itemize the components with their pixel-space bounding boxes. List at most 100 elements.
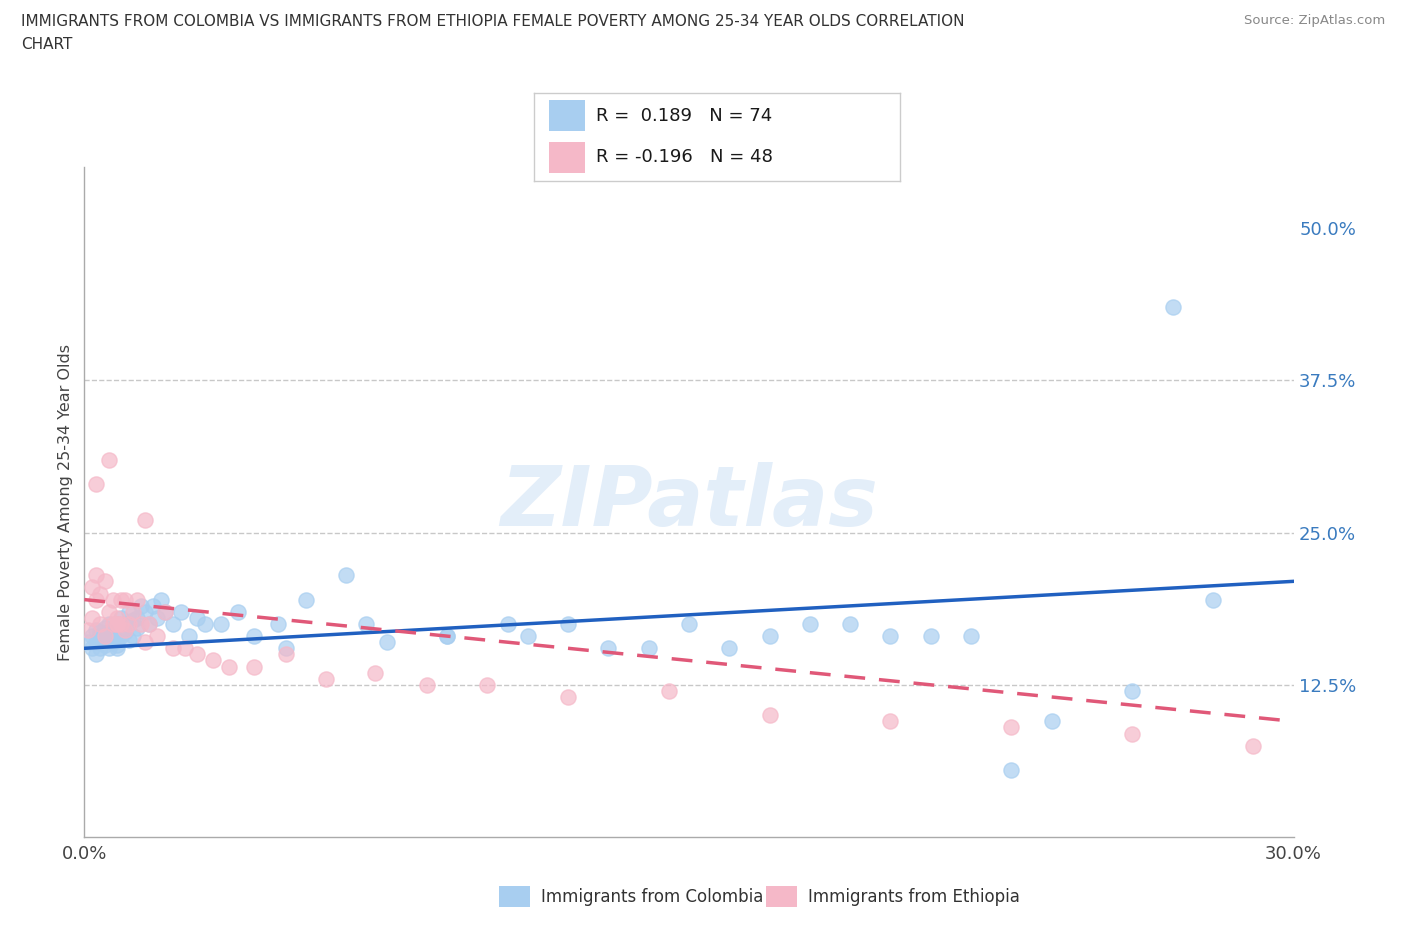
Point <box>97 625 120 640</box>
Point <box>496 617 519 631</box>
Point <box>101 629 124 644</box>
Point <box>186 610 208 625</box>
Point <box>242 629 264 644</box>
Point <box>77 635 100 650</box>
Point <box>105 617 128 631</box>
Point <box>146 629 169 644</box>
Point <box>1121 684 1143 698</box>
Point <box>557 617 579 631</box>
Point <box>86 622 108 637</box>
Point <box>1000 720 1022 735</box>
Y-axis label: Female Poverty Among 25-34 Year Olds: Female Poverty Among 25-34 Year Olds <box>58 344 73 660</box>
Point <box>110 610 132 625</box>
Point <box>839 617 862 631</box>
Point <box>105 641 128 656</box>
Point <box>516 629 538 644</box>
Point <box>101 592 124 607</box>
Point <box>101 635 124 650</box>
Text: CHART: CHART <box>21 37 73 52</box>
Point <box>89 641 111 656</box>
Point <box>97 452 120 467</box>
Point <box>226 604 249 619</box>
Point <box>101 617 124 631</box>
Point <box>118 632 141 647</box>
Point <box>89 629 111 644</box>
Point <box>209 617 232 631</box>
Text: Source: ZipAtlas.com: Source: ZipAtlas.com <box>1244 14 1385 27</box>
Point <box>77 622 100 637</box>
Point <box>89 586 111 601</box>
Point <box>125 610 148 625</box>
Point <box>97 604 120 619</box>
Point <box>142 598 165 613</box>
Point <box>920 629 942 644</box>
Point <box>129 617 152 631</box>
Point <box>138 617 160 631</box>
Point <box>114 617 136 631</box>
Point <box>125 620 148 635</box>
Point <box>86 476 108 491</box>
Point <box>149 592 172 607</box>
Point <box>82 641 104 656</box>
Point <box>101 622 124 637</box>
Point <box>138 617 160 631</box>
Point <box>315 671 337 686</box>
Point <box>274 647 297 662</box>
Text: R = -0.196   N = 48: R = -0.196 N = 48 <box>596 149 773 166</box>
Bar <box>548 141 585 173</box>
Point <box>105 637 128 652</box>
Point <box>114 622 136 637</box>
Text: Immigrants from Colombia: Immigrants from Colombia <box>541 887 763 906</box>
Point <box>105 617 128 631</box>
Text: ZIPatlas: ZIPatlas <box>501 461 877 543</box>
Point <box>134 635 156 650</box>
Point <box>436 629 458 644</box>
Point <box>658 684 681 698</box>
Point <box>86 635 108 650</box>
Text: IMMIGRANTS FROM COLOMBIA VS IMMIGRANTS FROM ETHIOPIA FEMALE POVERTY AMONG 25-34 : IMMIGRANTS FROM COLOMBIA VS IMMIGRANTS F… <box>21 14 965 29</box>
Point <box>758 629 780 644</box>
Point <box>637 641 659 656</box>
Point <box>146 610 169 625</box>
Point <box>1121 726 1143 741</box>
Point <box>105 617 128 631</box>
Point <box>557 689 579 704</box>
Point <box>93 632 115 647</box>
Point <box>153 604 176 619</box>
Point <box>202 653 225 668</box>
Point <box>82 629 104 644</box>
Point <box>960 629 983 644</box>
Point <box>218 659 240 674</box>
Point <box>162 617 184 631</box>
Point <box>1161 300 1184 315</box>
Point <box>93 629 115 644</box>
Point <box>82 610 104 625</box>
Point <box>110 617 132 631</box>
Point <box>194 617 217 631</box>
Point <box>93 637 115 652</box>
Point <box>93 620 115 635</box>
Point <box>89 625 111 640</box>
Point <box>134 604 156 619</box>
Point <box>153 604 176 619</box>
Point <box>267 617 290 631</box>
Point <box>1202 592 1225 607</box>
Point <box>118 617 141 631</box>
Point <box>436 629 458 644</box>
Point <box>678 617 700 631</box>
Point <box>242 659 264 674</box>
Point <box>186 647 208 662</box>
Text: Immigrants from Ethiopia: Immigrants from Ethiopia <box>808 887 1021 906</box>
Point <box>879 714 901 729</box>
Point <box>134 513 156 528</box>
Point <box>114 625 136 640</box>
Point <box>110 622 132 637</box>
Point <box>86 592 108 607</box>
Point <box>118 604 141 619</box>
Point <box>110 629 132 644</box>
Point <box>879 629 901 644</box>
Point <box>125 592 148 607</box>
Point <box>356 617 378 631</box>
Point <box>1000 763 1022 777</box>
Point <box>799 617 821 631</box>
